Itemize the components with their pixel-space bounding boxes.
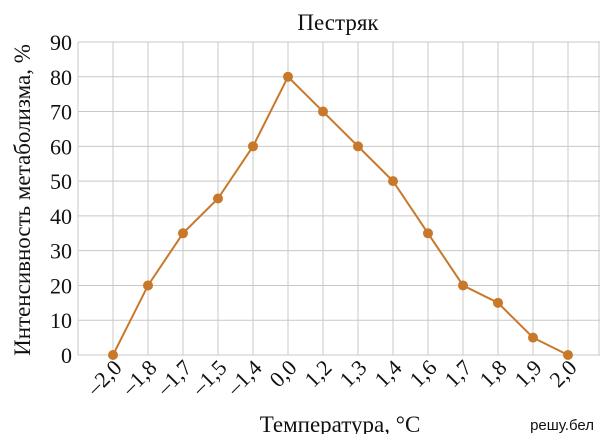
y-tick-label: 50 — [50, 169, 72, 194]
x-tick-label: 0,0 — [264, 355, 301, 392]
x-tick-label: 1,4 — [369, 355, 406, 392]
data-point — [388, 176, 398, 187]
x-tick-label: 1,7 — [439, 355, 476, 392]
data-point — [108, 350, 118, 360]
series-line — [112, 75, 569, 356]
y-tick-label: 80 — [50, 65, 72, 90]
y-tick-label: 60 — [50, 134, 72, 159]
x-tick-label: 1,3 — [334, 355, 371, 392]
x-axis-label: Температура, °C — [260, 412, 421, 434]
data-point — [248, 141, 258, 152]
data-point — [423, 228, 433, 239]
x-tick-label: 2,0 — [544, 355, 581, 392]
y-tick-label: 0 — [61, 343, 72, 368]
x-tick-label: 1,6 — [404, 355, 441, 392]
y-tick-label: 20 — [50, 273, 72, 298]
data-point — [143, 280, 153, 291]
x-tick-label: 1,9 — [509, 355, 546, 392]
data-point — [318, 106, 328, 117]
chart-title: Пестряк — [297, 10, 379, 35]
watermark: решу.бел — [530, 417, 594, 434]
data-point — [493, 297, 503, 308]
data-point — [563, 350, 573, 360]
y-tick-label: 70 — [50, 100, 72, 125]
data-point — [528, 332, 538, 343]
data-point — [283, 71, 293, 82]
y-tick-label: 90 — [50, 30, 72, 55]
x-tick-label: –1,4 — [221, 355, 267, 401]
data-point — [178, 228, 188, 239]
y-tick-label: 30 — [50, 239, 72, 264]
x-tick-label: 1,2 — [299, 355, 336, 392]
data-point — [213, 193, 223, 204]
data-point — [458, 280, 468, 291]
y-axis-label: Интенсивность метаболизма, % — [10, 44, 35, 356]
data-point — [353, 141, 363, 152]
y-tick-label: 40 — [50, 204, 72, 229]
y-tick-label: 10 — [50, 308, 72, 333]
x-tick-label: 1,8 — [474, 355, 511, 392]
